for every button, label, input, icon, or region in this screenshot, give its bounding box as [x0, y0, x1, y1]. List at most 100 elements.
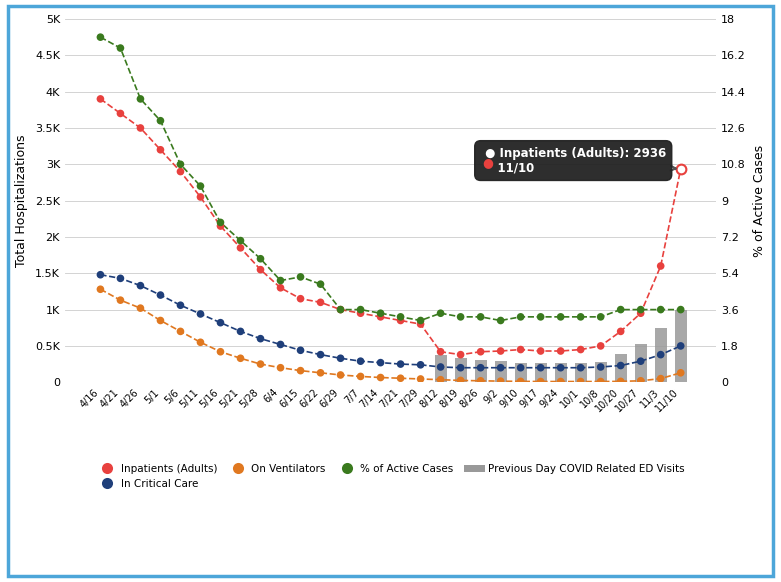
Point: [574, 345, 587, 354]
Point: [534, 363, 547, 372]
Point: [234, 354, 247, 363]
Point: [515, 363, 527, 372]
Point: [615, 305, 627, 314]
Point: [675, 341, 687, 350]
Point: [594, 312, 607, 321]
Point: [95, 94, 107, 104]
Point: [455, 312, 467, 321]
Point: [214, 318, 226, 327]
Point: [494, 316, 507, 325]
Bar: [434, 356, 447, 382]
Point: [574, 312, 587, 321]
Point: [294, 294, 307, 303]
Point: [294, 346, 307, 355]
Point: [634, 357, 647, 366]
Point: [675, 368, 687, 378]
Point: [654, 374, 667, 384]
Point: [474, 376, 487, 385]
Point: [675, 164, 687, 173]
Point: [615, 327, 627, 336]
Point: [174, 167, 187, 176]
Point: [255, 254, 267, 264]
Point: [455, 350, 467, 359]
Point: [134, 281, 147, 290]
Point: [555, 312, 567, 321]
Point: [234, 243, 247, 253]
Point: [415, 360, 427, 370]
Point: [294, 366, 307, 375]
Point: [374, 312, 387, 321]
Point: [394, 312, 407, 321]
Point: [534, 346, 547, 356]
Point: [394, 374, 407, 383]
Point: [394, 360, 407, 369]
Point: [615, 361, 627, 370]
Point: [594, 363, 607, 372]
Point: [334, 305, 347, 314]
Point: [675, 164, 687, 173]
Point: [415, 374, 427, 384]
Point: [434, 375, 447, 384]
Point: [494, 377, 507, 386]
Point: [255, 360, 267, 369]
Point: [634, 376, 647, 385]
Point: [134, 303, 147, 313]
Point: [334, 305, 347, 314]
Point: [515, 377, 527, 386]
Point: [95, 33, 107, 42]
Point: [355, 308, 367, 318]
Bar: [635, 345, 647, 382]
Point: [634, 308, 647, 318]
Point: [95, 285, 107, 294]
Legend: Inpatients (Adults), In Critical Care, On Ventilators, % of Active Cases, Previo: Inpatients (Adults), In Critical Care, O…: [92, 460, 689, 494]
Point: [594, 341, 607, 350]
Point: [194, 192, 207, 201]
Point: [114, 296, 127, 305]
Y-axis label: Total Hospitalizations: Total Hospitalizations: [15, 134, 28, 267]
Point: [415, 320, 427, 329]
Point: [194, 338, 207, 347]
Point: [194, 182, 207, 191]
Point: [374, 373, 387, 382]
Point: [534, 377, 547, 386]
Point: [474, 312, 487, 321]
Point: [274, 276, 287, 285]
Point: [154, 316, 166, 325]
Point: [314, 350, 326, 359]
Point: [534, 312, 547, 321]
Point: [515, 312, 527, 321]
Point: [174, 327, 187, 336]
Point: [374, 308, 387, 318]
Point: [515, 345, 527, 354]
Point: [555, 346, 567, 356]
Point: [154, 145, 166, 154]
Text: ● Inpatients (Adults): 2936
    11/10: ● Inpatients (Adults): 2936 11/10: [480, 147, 676, 175]
Point: [675, 305, 687, 314]
Bar: [494, 361, 507, 382]
Bar: [555, 363, 567, 382]
Point: [615, 377, 627, 386]
Bar: [575, 363, 587, 382]
Point: [474, 363, 487, 372]
Point: [455, 376, 467, 385]
Bar: [654, 328, 667, 382]
Point: [455, 363, 467, 372]
Point: [274, 363, 287, 372]
Bar: [535, 363, 547, 382]
Bar: [475, 360, 487, 382]
Point: [394, 316, 407, 325]
Point: [234, 327, 247, 336]
Point: [314, 279, 326, 289]
Point: [194, 309, 207, 318]
Point: [374, 358, 387, 367]
Point: [255, 265, 267, 274]
Point: [114, 274, 127, 283]
Point: [434, 308, 447, 318]
Point: [654, 261, 667, 271]
Bar: [515, 363, 526, 382]
Point: [114, 109, 127, 118]
Point: [154, 116, 166, 125]
Point: [134, 94, 147, 104]
Text: ●: ●: [483, 156, 494, 169]
Point: [494, 363, 507, 372]
